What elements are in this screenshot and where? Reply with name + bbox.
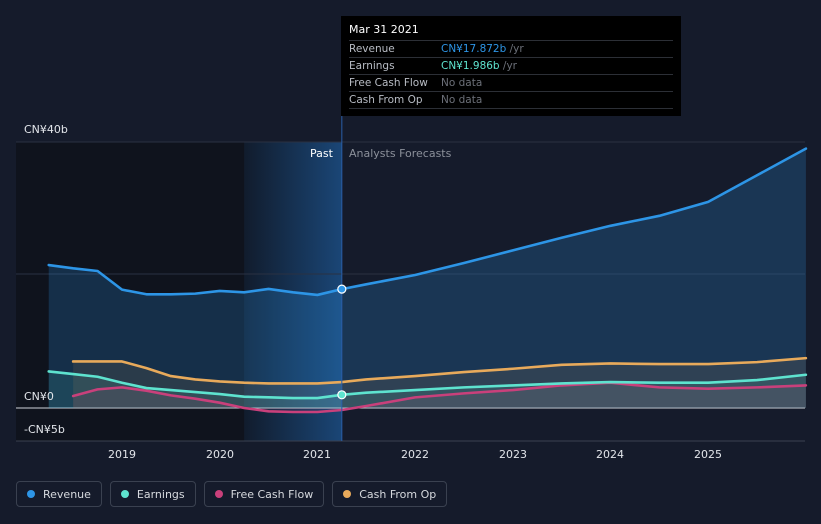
free-cash-flow-dot-icon [214,490,223,498]
revenue-area [48,148,806,408]
tooltip-value: CN¥1.986b /yr [441,58,517,74]
legend-label: Revenue [43,487,91,501]
forecast-label: Analysts Forecasts [349,147,452,160]
legend-label: Free Cash Flow [230,487,314,501]
legend-item-revenue[interactable]: Revenue [16,481,102,507]
tooltip-label: Revenue [349,43,395,55]
legend-item-earnings[interactable]: Earnings [109,481,196,507]
x-tick-2020: 2020 [206,448,234,461]
tooltip-value-unit: /yr [499,60,517,72]
x-tick-2021: 2021 [303,448,331,461]
free-cash-flow-line [71,381,808,414]
earnings-dot-icon [120,490,129,498]
revenue-marker [337,284,347,294]
tooltip-value: CN¥17.872b /yr [441,41,524,57]
tooltip-row-cash-from-op: Cash From Op No data [349,91,673,109]
tooltip-label: Free Cash Flow [349,77,428,89]
legend-label: Cash From Op [359,487,437,501]
cash-from-op-line [71,356,808,385]
x-tick-2023: 2023 [499,448,527,461]
x-tick-2024: 2024 [596,448,624,461]
series-lines [47,147,808,414]
past-label: Past [310,147,333,160]
x-tick-2022: 2022 [401,448,429,461]
free-cash-flow-area [73,382,806,412]
revenue-dot-icon [27,490,35,498]
cash-from-op-dot-icon [343,490,352,498]
cash-from-op-area [73,358,806,408]
tooltip: Mar 31 2021 Revenue CN¥17.872b /yr Earni… [341,16,681,116]
tooltip-label: Cash From Op [349,94,423,106]
y-tick-label-top: CN¥40b [24,123,68,136]
legend-label: Earnings [136,487,185,501]
tooltip-row-earnings: Earnings CN¥1.986b /yr [349,57,673,74]
tooltip-value-number: CN¥17.872b [441,43,507,55]
legend-item-free-cash-flow[interactable]: Free Cash Flow [203,481,325,507]
revenue-line [47,147,808,297]
tooltip-row-free-cash-flow: Free Cash Flow No data [349,74,673,91]
tooltip-row-revenue: Revenue CN¥17.872b /yr [349,40,673,57]
grid-lines [16,141,805,442]
earnings-marker [337,390,347,400]
x-tick-2019: 2019 [108,448,136,461]
y-tick-label-bottom: -CN¥5b [24,423,65,436]
tooltip-label: Earnings [349,60,395,72]
hover-markers [337,284,347,400]
tooltip-date: Mar 31 2021 [349,23,419,36]
y-tick-label-zero: CN¥0 [24,390,54,403]
tooltip-value: No data [441,94,483,106]
legend-item-cash-from-op[interactable]: Cash From Op [332,481,448,507]
earnings-line [47,370,808,400]
tooltip-value-unit: /yr [506,43,524,55]
tooltip-value-number: CN¥1.986b [441,60,500,72]
tooltip-value: No data [441,77,483,89]
x-tick-2025: 2025 [694,448,722,461]
legend: Revenue Earnings Free Cash Flow Cash Fro… [16,481,448,507]
